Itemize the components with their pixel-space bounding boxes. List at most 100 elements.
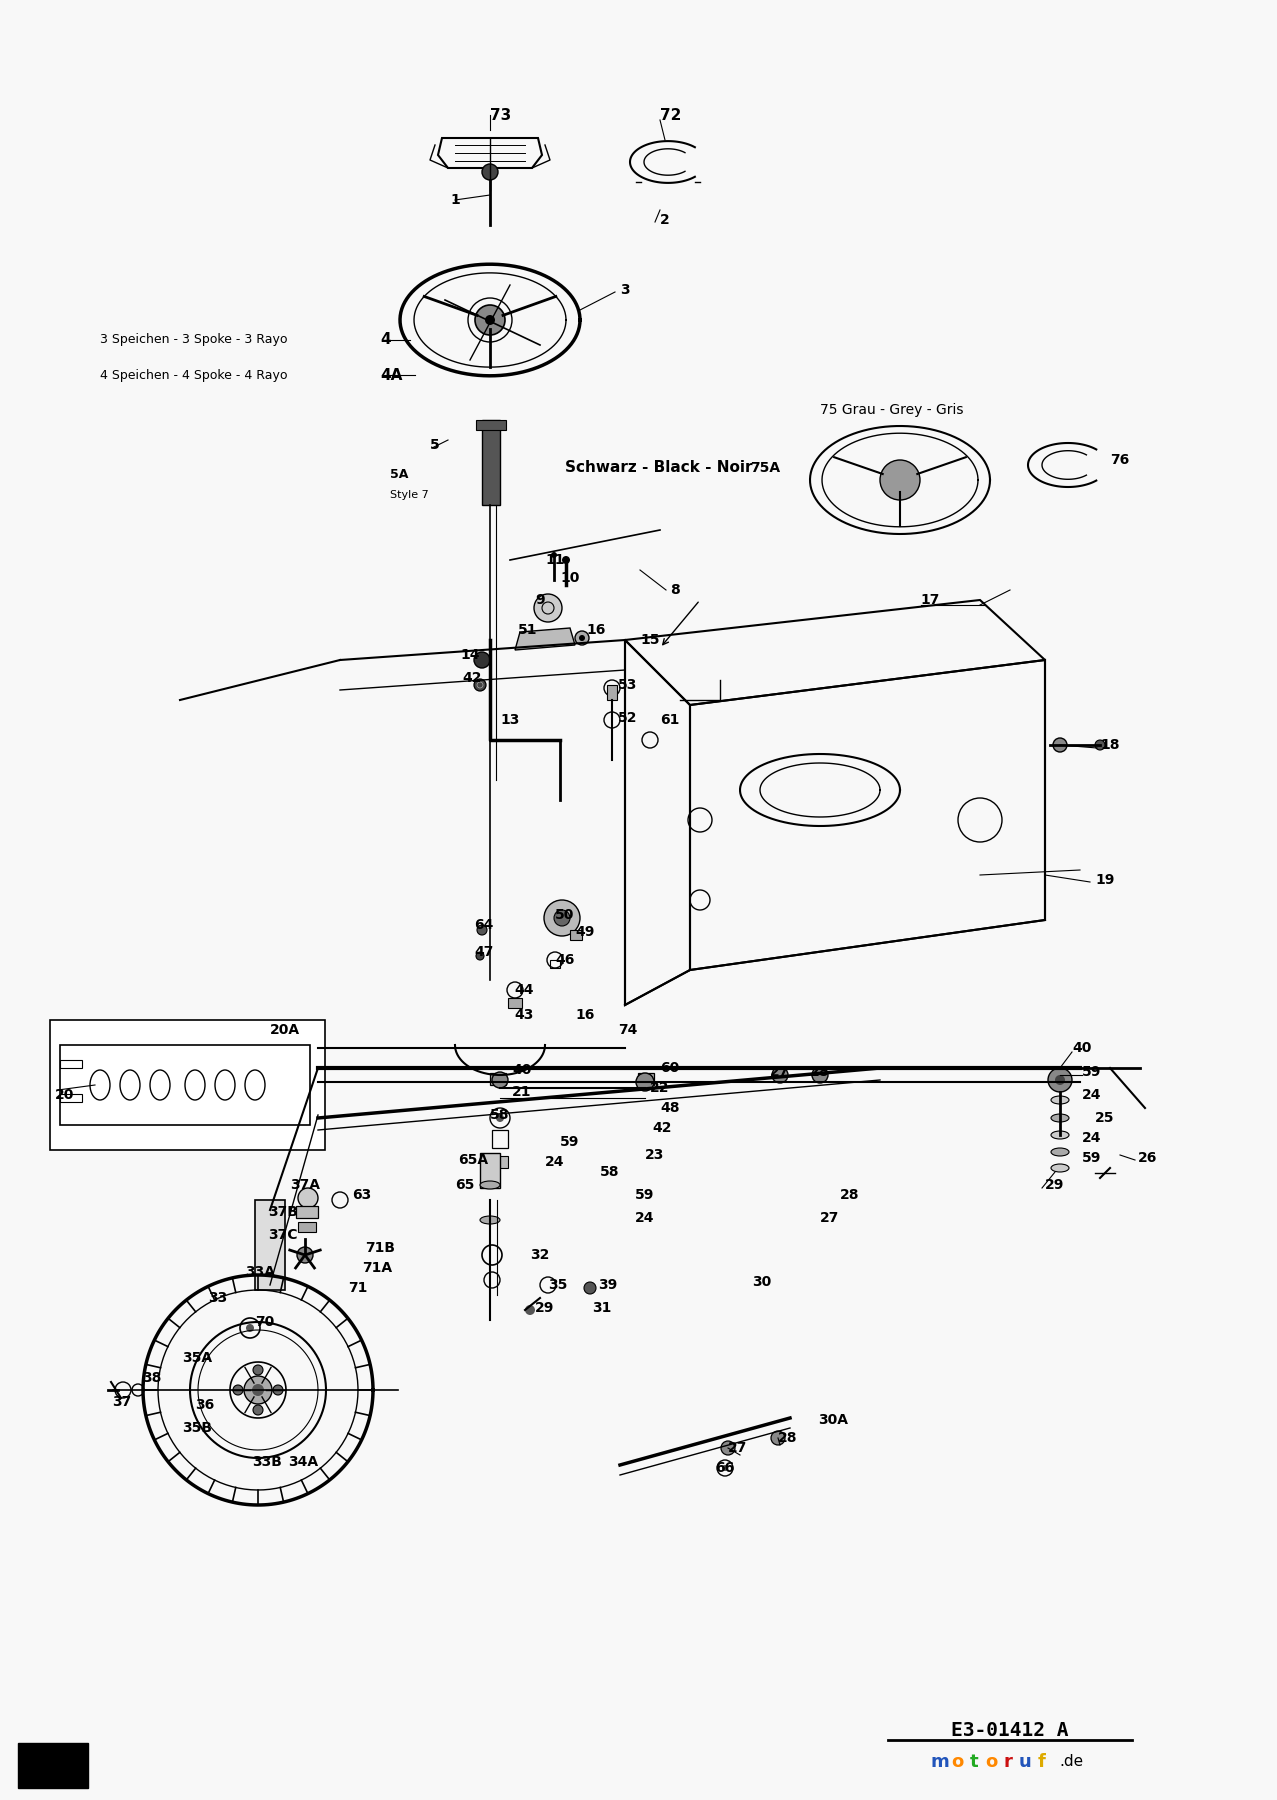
Text: .de: .de [1059, 1755, 1083, 1769]
Circle shape [478, 925, 487, 934]
Text: 49: 49 [575, 925, 594, 940]
Text: 28: 28 [778, 1431, 798, 1445]
Circle shape [232, 1384, 243, 1395]
Text: 40: 40 [1071, 1040, 1092, 1055]
Text: 35B: 35B [183, 1420, 212, 1435]
Text: 9: 9 [535, 592, 544, 607]
Ellipse shape [1051, 1130, 1069, 1139]
Circle shape [298, 1247, 313, 1264]
Text: 30A: 30A [819, 1413, 848, 1427]
Text: 18: 18 [1099, 738, 1120, 752]
Circle shape [525, 1305, 535, 1316]
Text: 4A: 4A [381, 367, 402, 383]
Text: 17: 17 [919, 592, 940, 607]
Text: 23: 23 [645, 1148, 664, 1163]
Bar [296, 1206, 318, 1219]
Bar [18, 1742, 88, 1787]
Text: 42: 42 [653, 1121, 672, 1136]
Text: 58: 58 [490, 1109, 510, 1121]
Text: o: o [951, 1753, 963, 1771]
Text: 14: 14 [460, 648, 479, 662]
Circle shape [722, 1465, 728, 1471]
Bar [550, 959, 561, 968]
Circle shape [575, 632, 589, 644]
Circle shape [1048, 1067, 1071, 1093]
Text: 24: 24 [545, 1156, 564, 1168]
Text: r: r [1004, 1753, 1013, 1771]
Text: 16: 16 [586, 623, 605, 637]
Circle shape [298, 1188, 318, 1208]
Bar [508, 997, 522, 1008]
Bar [481, 419, 501, 506]
Bar [492, 1156, 508, 1168]
Text: 60: 60 [660, 1060, 679, 1075]
Text: Schwarz - Black - Noir: Schwarz - Black - Noir [564, 461, 752, 475]
Bar [607, 686, 617, 700]
Circle shape [722, 1442, 736, 1454]
Circle shape [773, 1067, 788, 1084]
Text: u: u [1019, 1753, 1032, 1771]
Circle shape [481, 164, 498, 180]
Circle shape [544, 900, 580, 936]
Text: 42: 42 [462, 671, 481, 686]
Circle shape [812, 1067, 827, 1084]
Bar [50, 1021, 326, 1150]
Text: 76: 76 [1110, 454, 1129, 466]
Text: 37C: 37C [268, 1228, 298, 1242]
Text: 35: 35 [548, 1278, 567, 1292]
Text: 27: 27 [728, 1442, 747, 1454]
Text: 37: 37 [112, 1395, 132, 1409]
Text: 31: 31 [593, 1301, 612, 1316]
Text: 37B: 37B [268, 1204, 298, 1219]
Ellipse shape [480, 1181, 501, 1190]
Text: 70: 70 [255, 1316, 275, 1328]
Bar [298, 1222, 315, 1231]
Text: 25: 25 [1094, 1111, 1115, 1125]
Bar [476, 419, 506, 430]
Circle shape [474, 679, 487, 691]
Text: t: t [969, 1753, 978, 1771]
Circle shape [1094, 740, 1105, 751]
Circle shape [495, 1114, 504, 1121]
Text: 5: 5 [430, 437, 439, 452]
Text: 74: 74 [618, 1022, 637, 1037]
Text: 66: 66 [715, 1462, 734, 1474]
Text: 58: 58 [600, 1165, 619, 1179]
Text: 53: 53 [618, 679, 637, 691]
Text: 27: 27 [820, 1211, 839, 1226]
Text: 47: 47 [474, 945, 493, 959]
Text: 52: 52 [618, 711, 637, 725]
Text: 71: 71 [349, 1282, 368, 1294]
Text: f: f [1038, 1753, 1046, 1771]
Text: E3-01412 A: E3-01412 A [951, 1721, 1069, 1739]
Text: 33A: 33A [245, 1265, 275, 1280]
Text: 50: 50 [555, 907, 575, 922]
Circle shape [1055, 1075, 1065, 1085]
Circle shape [476, 952, 484, 959]
Text: 10: 10 [561, 571, 580, 585]
Text: 46: 46 [555, 952, 575, 967]
Polygon shape [515, 628, 575, 650]
Text: 5A: 5A [389, 468, 409, 481]
Text: 4 Speichen - 4 Spoke - 4 Rayo: 4 Speichen - 4 Spoke - 4 Rayo [100, 369, 287, 382]
Text: 43: 43 [515, 1008, 534, 1022]
Text: 11: 11 [545, 553, 564, 567]
Circle shape [475, 304, 504, 335]
Circle shape [273, 1384, 283, 1395]
Circle shape [584, 1282, 596, 1294]
Text: 15: 15 [640, 634, 659, 646]
Text: 75A: 75A [750, 461, 780, 475]
Text: 27: 27 [770, 1066, 789, 1078]
Text: 59: 59 [561, 1136, 580, 1148]
Text: 28: 28 [840, 1188, 859, 1202]
Text: 59: 59 [635, 1188, 654, 1202]
Circle shape [474, 652, 490, 668]
Text: 73: 73 [490, 108, 511, 122]
Text: 65A: 65A [458, 1154, 488, 1166]
Ellipse shape [1051, 1096, 1069, 1103]
Circle shape [244, 1375, 272, 1404]
Circle shape [253, 1364, 263, 1375]
Text: 48: 48 [660, 1102, 679, 1114]
Text: 33: 33 [208, 1291, 227, 1305]
Text: 75 Grau - Grey - Gris: 75 Grau - Grey - Gris [820, 403, 964, 418]
